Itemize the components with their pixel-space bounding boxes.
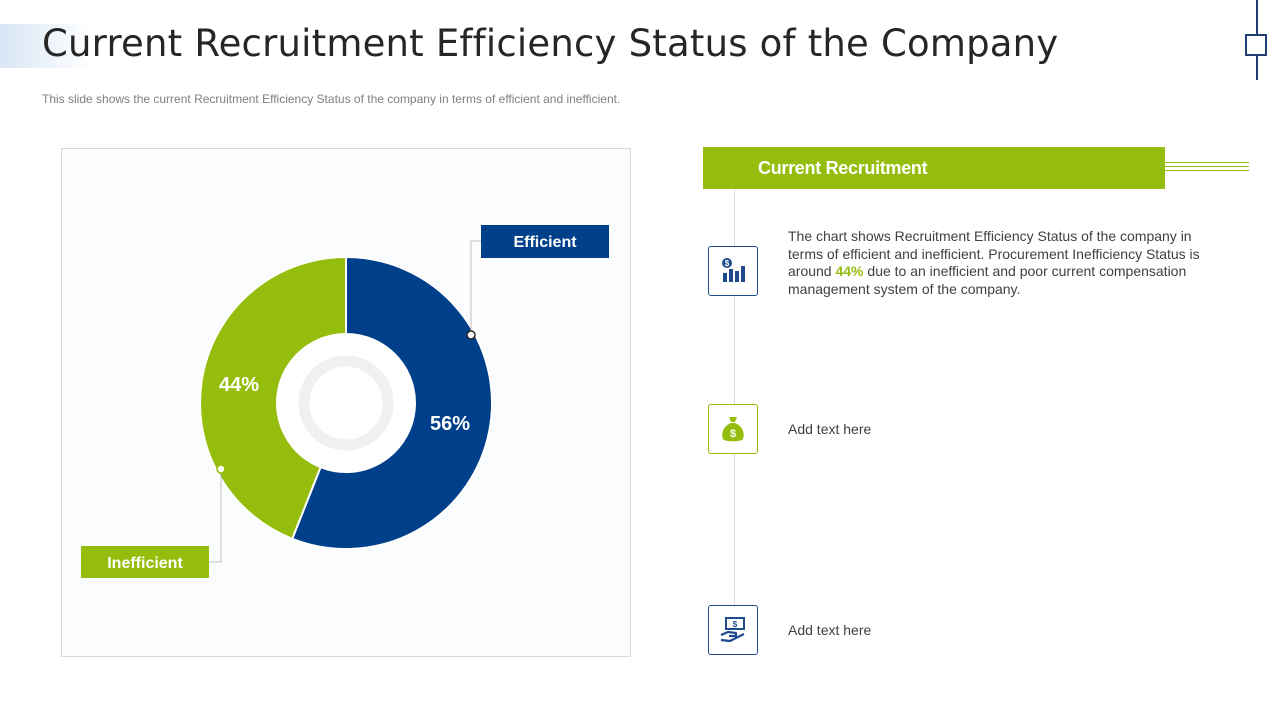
inefficient-leader-line <box>209 469 222 563</box>
inefficient-callout-label: Inefficient <box>107 555 183 572</box>
efficient-leader-dot <box>466 330 476 340</box>
donut-hole <box>277 334 415 472</box>
page-title: Current Recruitment Efficiency Status of… <box>42 22 1059 65</box>
chart-panel: 56% 44% Efficient Inefficient <box>61 148 631 657</box>
highlight-value: 44% <box>835 263 864 279</box>
chart-dollar-icon: $ <box>708 246 758 296</box>
efficient-callout <box>481 225 609 258</box>
item-description-1: The chart shows Recruitment Efficiency S… <box>788 228 1200 297</box>
corner-decoration-box <box>1245 34 1267 56</box>
item-description-2: Add text here <box>788 421 872 437</box>
donut-chart: 56% 44% Efficient Inefficient <box>81 225 609 578</box>
header-decoration-lines <box>1165 162 1249 174</box>
item-description-3: Add text here <box>788 622 872 638</box>
svg-text:$: $ <box>730 428 736 440</box>
svg-text:$: $ <box>733 620 738 629</box>
section-header: Current Recruitment <box>703 147 1165 189</box>
efficient-callout-label: Efficient <box>513 234 577 251</box>
corner-accent <box>0 24 92 68</box>
page-subtitle: This slide shows the current Recruitment… <box>42 92 621 106</box>
hand-money-icon: $ <box>708 605 758 655</box>
slice-label-efficient: 56% <box>430 413 470 435</box>
donut-inner-ring <box>298 355 394 451</box>
inefficient-leader-dot <box>216 464 226 474</box>
money-bag-icon: $ <box>708 404 758 454</box>
inefficient-callout <box>81 546 209 578</box>
svg-text:$: $ <box>725 259 730 268</box>
efficient-leader-line <box>470 240 481 335</box>
slice-label-inefficient: 44% <box>219 374 259 396</box>
